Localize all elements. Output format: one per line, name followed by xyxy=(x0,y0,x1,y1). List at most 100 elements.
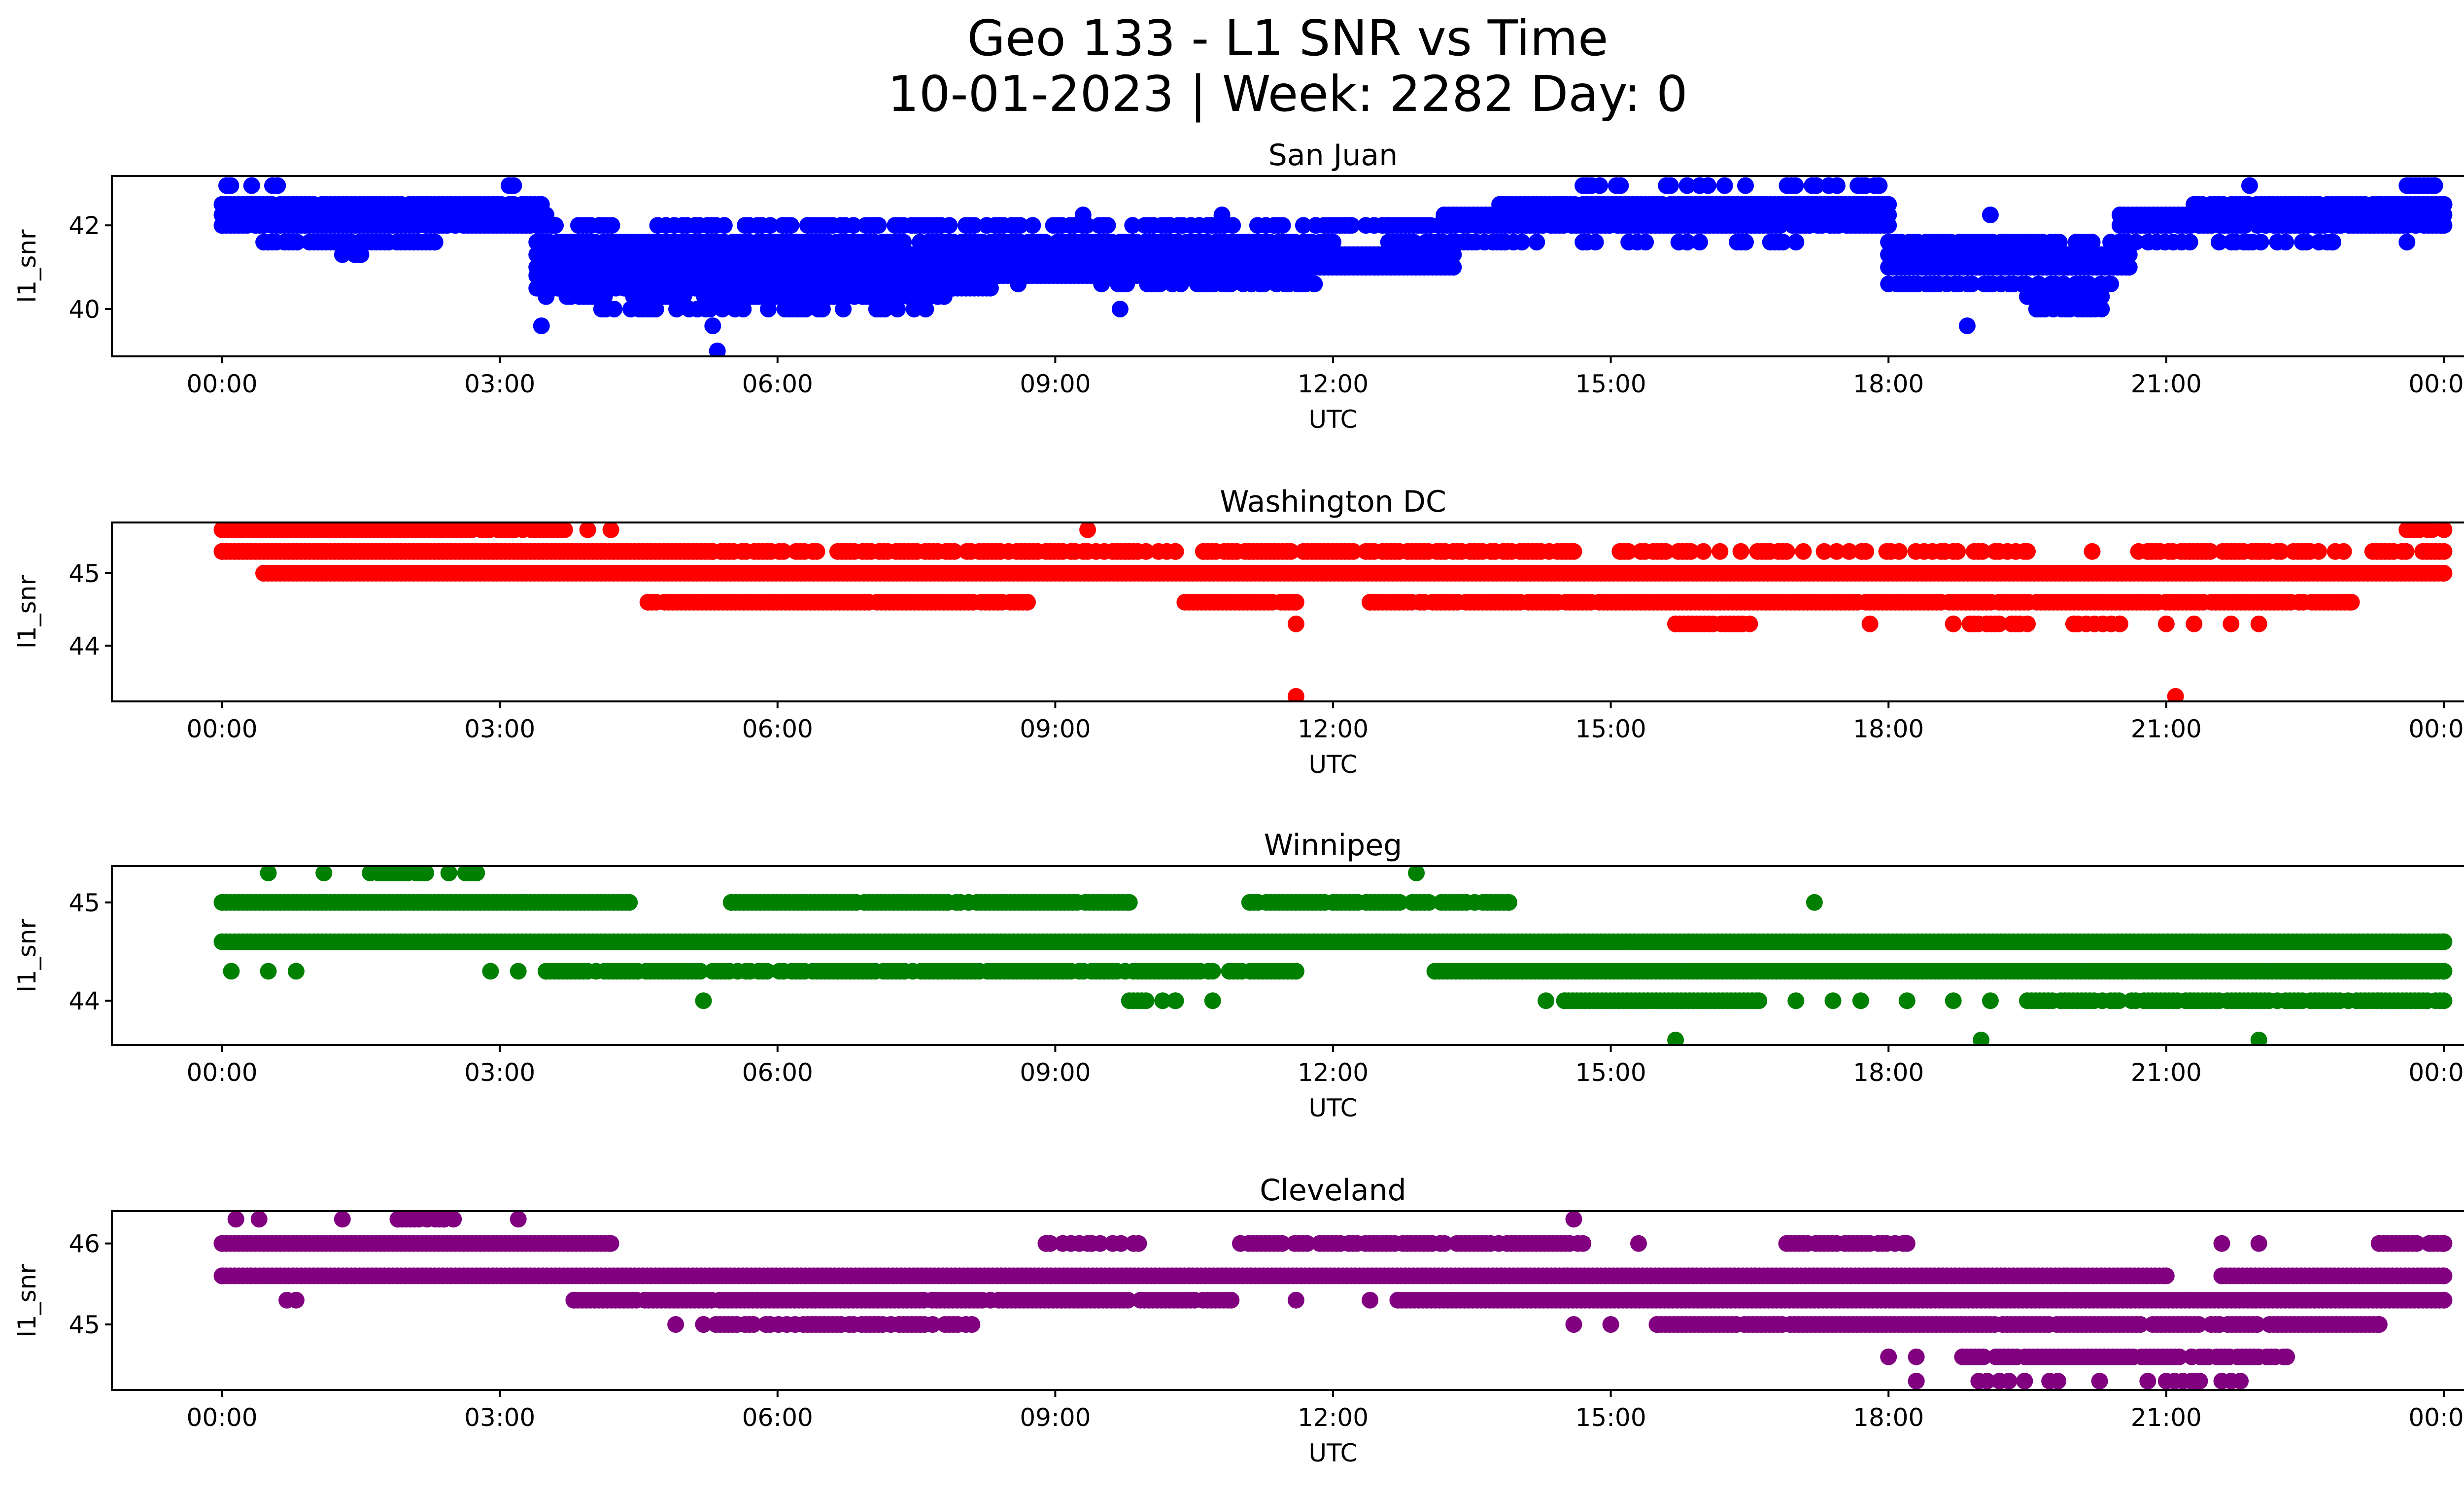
x-tick-label: 09:00 xyxy=(1020,715,1091,743)
data-point xyxy=(1405,234,1422,251)
data-point xyxy=(2111,207,2128,223)
x-tick-label: 00:00 xyxy=(187,370,258,398)
data-point xyxy=(941,217,958,234)
data-point xyxy=(1176,593,1194,611)
data-point xyxy=(352,246,370,263)
data-point xyxy=(1691,234,1708,251)
data-point xyxy=(2127,234,2144,251)
x-tick-label: 03:00 xyxy=(464,715,535,743)
data-point xyxy=(1019,593,1036,611)
data-point xyxy=(1732,543,1749,560)
data-point xyxy=(808,543,825,560)
data-point xyxy=(606,301,623,317)
data-point xyxy=(758,963,776,980)
y-tick-label: 42 xyxy=(68,211,100,240)
data-point xyxy=(1137,992,1155,1009)
data-point xyxy=(704,317,721,334)
data-point xyxy=(596,288,613,305)
subplot-title: San Juan xyxy=(1268,138,1398,173)
data-point xyxy=(1990,615,2008,632)
data-point xyxy=(1958,317,1976,334)
data-point xyxy=(1678,234,1696,251)
data-point xyxy=(1287,593,1304,611)
data-point xyxy=(1890,543,1908,560)
x-tick-label: 06:00 xyxy=(742,370,813,398)
data-point xyxy=(735,301,752,317)
data-point xyxy=(2435,564,2453,582)
data-point xyxy=(2157,615,2175,632)
x-tick-label: 12:00 xyxy=(1298,370,1369,398)
data-point xyxy=(533,317,550,334)
data-point xyxy=(1591,177,1608,194)
data-point xyxy=(876,301,893,317)
data-point xyxy=(1111,301,1129,317)
data-point xyxy=(1982,207,1999,223)
data-point xyxy=(1445,207,1462,223)
x-tick-label: 18:00 xyxy=(1853,370,1924,398)
data-point xyxy=(1445,246,1462,263)
data-point xyxy=(579,522,596,538)
data-point xyxy=(2111,615,2128,632)
data-point xyxy=(775,543,792,560)
data-point xyxy=(835,301,852,317)
data-point xyxy=(269,177,286,194)
data-point xyxy=(2398,234,2416,251)
data-point xyxy=(2252,234,2269,251)
chart-title-line2: 10-01-2023 | Week: 2282 Day: 0 xyxy=(888,65,1687,123)
data-point xyxy=(1657,543,1675,560)
data-point xyxy=(647,301,664,317)
data-point xyxy=(1224,217,1241,234)
x-tick-label: 09:00 xyxy=(1020,370,1091,398)
x-tick-label: 21:00 xyxy=(2131,715,2202,743)
data-point xyxy=(2435,522,2453,538)
data-point xyxy=(1380,217,1397,234)
data-point xyxy=(783,217,799,234)
data-point xyxy=(2186,196,2203,213)
data-point xyxy=(538,963,555,980)
x-tick-label: 12:00 xyxy=(1298,715,1369,743)
data-point xyxy=(2084,543,2101,560)
y-tick-label: 40 xyxy=(68,295,100,324)
data-point xyxy=(1565,543,1582,560)
data-point xyxy=(761,217,779,234)
data-point xyxy=(602,522,619,538)
data-point xyxy=(1815,543,1833,560)
x-axis-label: UTC xyxy=(1308,750,1357,779)
x-tick-label: 00:00 xyxy=(2408,715,2464,743)
chart-title-line1: Geo 133 - L1 SNR vs Time xyxy=(967,9,1608,67)
subplot-title: Washington DC xyxy=(1220,485,1446,519)
data-point xyxy=(1682,543,1700,560)
data-point xyxy=(701,301,719,317)
data-point xyxy=(722,894,740,911)
scatter-series xyxy=(213,866,2453,1045)
data-point xyxy=(2018,276,2035,293)
data-point xyxy=(935,288,953,305)
data-point xyxy=(716,217,733,234)
data-point xyxy=(1121,992,1138,1009)
data-point xyxy=(1716,177,1733,194)
data-point xyxy=(2080,276,2097,293)
y-axis-label: l1_snr xyxy=(13,575,41,649)
data-point xyxy=(1121,894,1138,911)
data-point xyxy=(2343,593,2360,611)
data-point xyxy=(760,301,777,317)
data-point xyxy=(1737,234,1754,251)
data-point xyxy=(362,866,379,881)
data-point xyxy=(1871,177,1888,194)
data-point xyxy=(1787,234,1805,251)
data-point xyxy=(1637,234,1654,251)
data-point xyxy=(1695,543,1712,560)
data-point xyxy=(1343,217,1360,234)
data-point xyxy=(1861,615,1879,632)
data-point xyxy=(1167,992,1184,1009)
data-point xyxy=(603,217,620,234)
data-point xyxy=(1124,217,1141,234)
data-point xyxy=(691,963,709,980)
data-point xyxy=(1963,276,1981,293)
data-point xyxy=(213,543,231,560)
data-point xyxy=(675,288,692,305)
data-point xyxy=(2019,288,2036,305)
